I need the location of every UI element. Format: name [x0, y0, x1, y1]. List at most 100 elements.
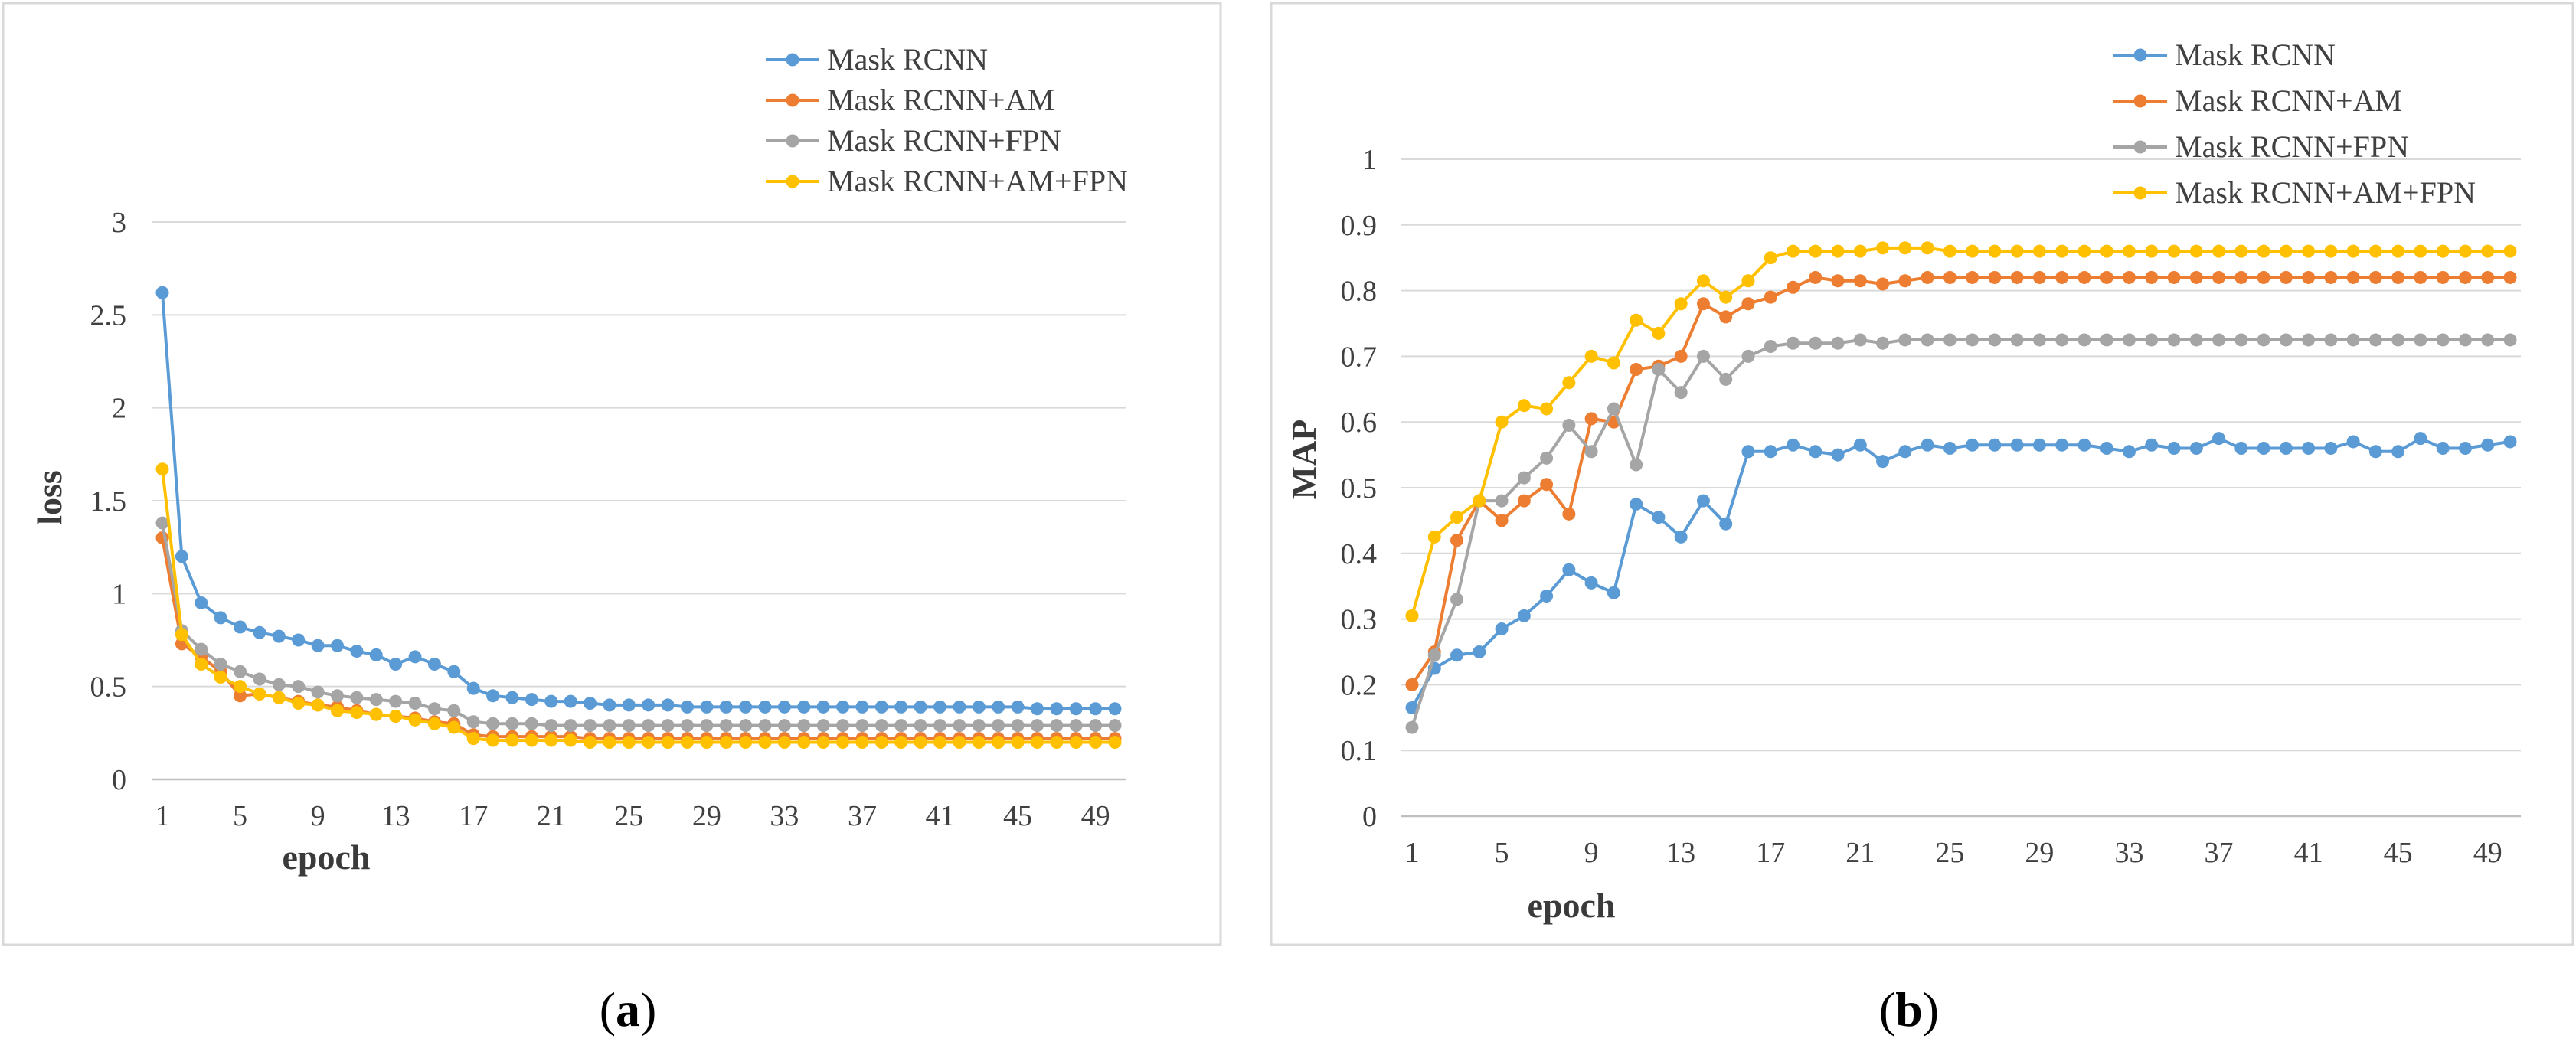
data-point — [2100, 244, 2113, 258]
data-point — [2032, 333, 2046, 347]
data-point — [1108, 719, 1122, 733]
legend-label: Mask RCNN+AM — [827, 83, 1054, 117]
data-point — [836, 735, 850, 749]
data-point — [2414, 244, 2427, 258]
data-point — [739, 700, 753, 714]
data-point — [2257, 270, 2270, 284]
data-point — [797, 700, 811, 714]
data-point — [234, 680, 247, 694]
data-point — [2167, 333, 2181, 347]
data-point — [466, 681, 480, 695]
data-point — [2010, 438, 2024, 452]
data-point — [447, 704, 461, 717]
data-point — [758, 700, 772, 714]
data-point — [1050, 719, 1064, 733]
data-point — [2234, 244, 2248, 258]
gridlines — [152, 221, 1126, 688]
y-tick-label: 1 — [112, 578, 126, 610]
data-point — [2212, 244, 2226, 258]
data-point — [642, 735, 655, 749]
data-point — [466, 715, 480, 729]
data-point — [2324, 442, 2338, 456]
data-point — [350, 645, 364, 658]
data-point — [1741, 274, 1755, 288]
data-point — [1495, 622, 1509, 635]
x-tick-label: 33 — [2114, 837, 2143, 869]
data-point — [2436, 270, 2450, 284]
data-point — [1607, 356, 1620, 370]
data-point — [816, 735, 830, 749]
data-point — [2122, 333, 2136, 347]
data-point — [1630, 363, 1643, 377]
data-point — [2257, 442, 2270, 456]
data-point — [389, 658, 403, 671]
data-point — [1450, 534, 1464, 547]
data-point — [1405, 609, 1419, 622]
data-point — [1988, 438, 2002, 452]
data-point — [253, 672, 266, 686]
data-point — [914, 735, 927, 749]
data-point — [2010, 333, 2024, 347]
y-tick-label: 0.4 — [1341, 538, 1378, 570]
data-point — [603, 698, 616, 712]
data-point — [234, 665, 247, 678]
data-point — [1630, 497, 1643, 511]
data-point — [2324, 270, 2338, 284]
legend: Mask RCNN Mask RCNN+AM Mask RCNN+FPN Mask R… — [2113, 38, 2476, 210]
data-point — [1696, 494, 1710, 508]
data-point — [1719, 290, 1733, 304]
data-point — [330, 689, 344, 703]
data-point — [992, 735, 1005, 749]
x-tick-label: 49 — [1081, 800, 1110, 832]
legend-label: Mask RCNN+FPN — [827, 123, 1061, 158]
data-point — [2189, 270, 2203, 284]
data-point — [2503, 333, 2517, 347]
data-point — [1089, 702, 1103, 716]
data-point — [1787, 336, 1800, 350]
data-point — [1108, 735, 1122, 749]
data-point — [2032, 244, 2046, 258]
data-point — [1966, 333, 1979, 347]
data-point — [1540, 590, 1554, 603]
y-axis-label: loss — [30, 470, 69, 525]
data-point — [1966, 270, 1979, 284]
data-point — [1427, 530, 1441, 544]
legend-label: Mask RCNN+AM — [2175, 83, 2402, 118]
data-point — [661, 719, 675, 733]
data-point — [1089, 735, 1103, 749]
data-point — [1809, 336, 1822, 350]
data-point — [369, 707, 383, 721]
data-point — [855, 735, 869, 749]
data-point — [234, 620, 247, 634]
data-point — [680, 719, 694, 733]
data-point — [2167, 270, 2181, 284]
data-point — [175, 550, 188, 563]
data-point — [1473, 494, 1486, 508]
series-group — [155, 286, 1122, 749]
x-tick-label: 37 — [848, 800, 877, 832]
data-point — [1921, 270, 1934, 284]
data-point — [195, 642, 208, 656]
data-point — [680, 735, 694, 749]
data-point — [2414, 432, 2427, 446]
data-point — [2368, 244, 2382, 258]
data-point — [1876, 455, 1890, 469]
series-mask-rcnn-fpn — [1405, 333, 2517, 734]
y-tick-label: 0.3 — [1341, 604, 1378, 636]
data-point — [953, 719, 966, 733]
data-point — [1764, 340, 1777, 354]
data-point — [1030, 719, 1044, 733]
legend-label: Mask RCNN — [827, 42, 988, 77]
data-point — [1787, 438, 1800, 452]
data-point — [1966, 244, 1979, 258]
data-point — [2391, 445, 2405, 459]
data-point — [1630, 313, 1643, 327]
data-point — [1853, 244, 1867, 258]
data-point — [719, 735, 733, 749]
data-point — [408, 697, 422, 710]
data-point — [1674, 349, 1688, 363]
data-point — [525, 717, 538, 730]
data-point — [584, 697, 597, 710]
data-point — [2279, 442, 2293, 456]
